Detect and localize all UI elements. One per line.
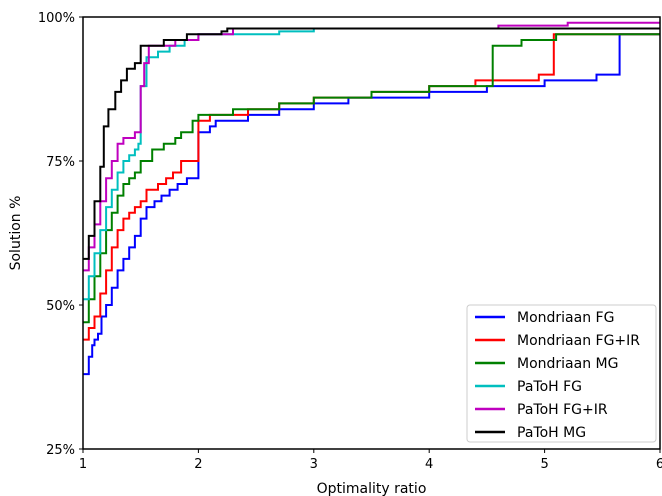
series-line-2 bbox=[83, 33, 660, 324]
x-tick-label: 1 bbox=[79, 457, 87, 472]
legend-label: Mondriaan FG+IR bbox=[517, 333, 640, 349]
y-axis-label: Solution % bbox=[8, 196, 24, 271]
legend-label: PaToH FG bbox=[517, 379, 582, 395]
series-line-4 bbox=[83, 21, 660, 272]
legend-label: Mondriaan MG bbox=[517, 356, 618, 372]
y-tick-label: 100% bbox=[38, 11, 75, 26]
legend-label: PaToH FG+IR bbox=[517, 402, 608, 418]
series-line-5 bbox=[83, 27, 660, 260]
plot-frame bbox=[82, 16, 661, 450]
tick-layer: 1 2 3 4 5 6 25% 50% 75% 100% bbox=[38, 11, 662, 472]
x-tick-label: 2 bbox=[194, 457, 202, 472]
y-tick-label: 50% bbox=[46, 299, 75, 314]
legend-label: Mondriaan FG bbox=[517, 310, 614, 326]
series-layer bbox=[83, 21, 660, 376]
x-tick-label: 5 bbox=[540, 457, 548, 472]
series-line-0 bbox=[83, 33, 660, 376]
y-tick-label: 75% bbox=[46, 155, 75, 170]
y-tick-label: 25% bbox=[46, 443, 75, 458]
legend-box bbox=[466, 304, 657, 443]
x-tick-label: 4 bbox=[425, 457, 433, 472]
legend-label: PaToH MG bbox=[517, 425, 586, 441]
x-tick-label: 3 bbox=[310, 457, 318, 472]
legend: Mondriaan FG Mondriaan FG+IR Mondriaan MG P… bbox=[466, 304, 657, 443]
series-line-3 bbox=[83, 27, 660, 301]
x-tick-label: 6 bbox=[656, 457, 662, 472]
x-axis-label: Optimality ratio bbox=[317, 481, 427, 496]
